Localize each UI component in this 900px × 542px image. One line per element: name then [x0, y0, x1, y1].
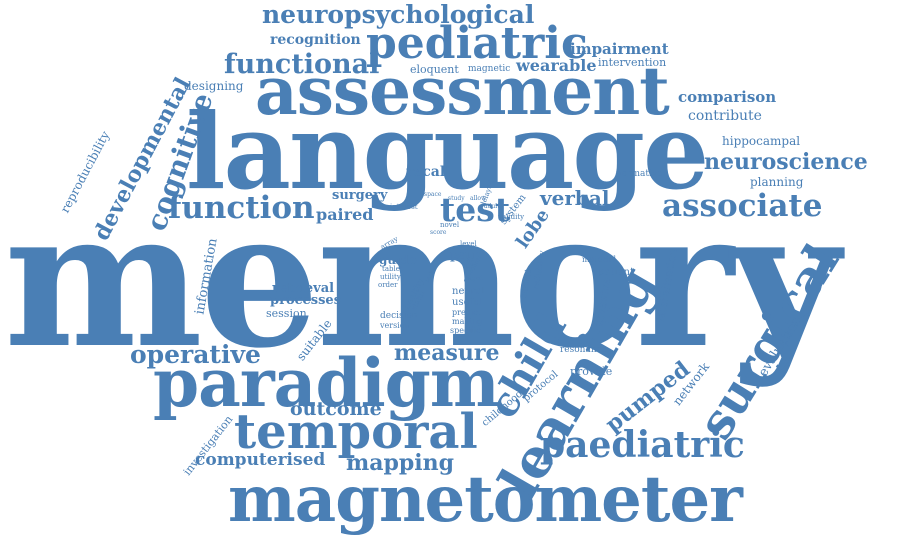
word-guide: guide: [379, 253, 417, 267]
word-test: test: [440, 190, 511, 229]
word-mapping: mapping: [346, 450, 455, 476]
word-operative: operative: [130, 340, 261, 369]
word-magnetometer: magnetometer: [228, 462, 743, 537]
word-normative: normative: [616, 169, 663, 179]
word-interest: interest: [390, 203, 418, 211]
word-contribute: contribute: [688, 108, 762, 124]
word-recall: recall: [406, 164, 451, 180]
word-session: session: [266, 307, 307, 320]
word-temporal: temporal: [234, 404, 478, 460]
word-version: version: [380, 321, 410, 330]
word-level: level: [460, 240, 477, 248]
word-neural: neural: [452, 286, 485, 297]
word-wearable: wearable: [516, 56, 597, 75]
word-validity: validity: [498, 213, 525, 221]
word-paired: paired: [316, 205, 374, 224]
word-impairment: impairment: [570, 40, 669, 58]
word-study: study: [448, 195, 465, 202]
word-predict: predict: [452, 308, 482, 317]
word-neuroscience: neuroscience: [704, 149, 868, 175]
word-pair: pair: [450, 248, 480, 263]
word-provide: provide: [570, 365, 613, 378]
word-function: function: [168, 190, 315, 226]
word-decision: decision: [380, 311, 418, 321]
word-specific: specific: [450, 326, 481, 335]
word-hippocampal: hippocampal: [722, 134, 801, 148]
word-making: making: [452, 317, 483, 326]
word-recognition: recognition: [270, 32, 361, 48]
word-assessment: assessment: [255, 52, 670, 130]
word-planning: planning: [750, 175, 804, 189]
word-language: language: [186, 90, 709, 213]
word-eloquent: eloquent: [410, 63, 459, 76]
word-retrieval: retrieval: [272, 281, 335, 296]
word-tablet: tablet: [382, 265, 403, 273]
word-measure: measure: [394, 340, 500, 366]
word-intervention: intervention: [598, 56, 667, 69]
word-computerised: computerised: [195, 450, 326, 470]
word-adult: adult: [484, 203, 500, 210]
word-functional: functional: [224, 49, 380, 80]
word-magnetic: magnetic: [468, 64, 511, 74]
word-comparison: comparison: [678, 88, 777, 106]
word-novel: novel: [440, 221, 460, 229]
word-memory: memory: [4, 169, 840, 390]
word-useful: useful: [452, 297, 483, 308]
word-aged: aged: [468, 275, 483, 282]
word-designing: designing: [184, 79, 244, 93]
word-resonance: resonance: [560, 345, 607, 355]
word-pediatric: pediatric: [366, 18, 588, 69]
word-paradigm: paradigm: [153, 344, 500, 422]
word-processes: processes: [270, 293, 342, 308]
word-outcome: outcome: [290, 398, 382, 420]
word-space: space: [424, 191, 442, 198]
word-surgery: surgery: [332, 188, 388, 203]
word-verbal: verbal: [540, 186, 610, 210]
word-allow: allow: [470, 195, 487, 202]
word-score: score: [430, 229, 447, 236]
word-associate: associate: [662, 188, 823, 224]
word-order: order: [378, 281, 398, 289]
word-material: material: [582, 255, 617, 264]
word-utility: utility: [380, 273, 401, 281]
word-patient: patient: [598, 267, 634, 278]
word-paediatric: paediatric: [540, 424, 745, 466]
word-neuropsychological: neuropsychological: [262, 0, 535, 29]
